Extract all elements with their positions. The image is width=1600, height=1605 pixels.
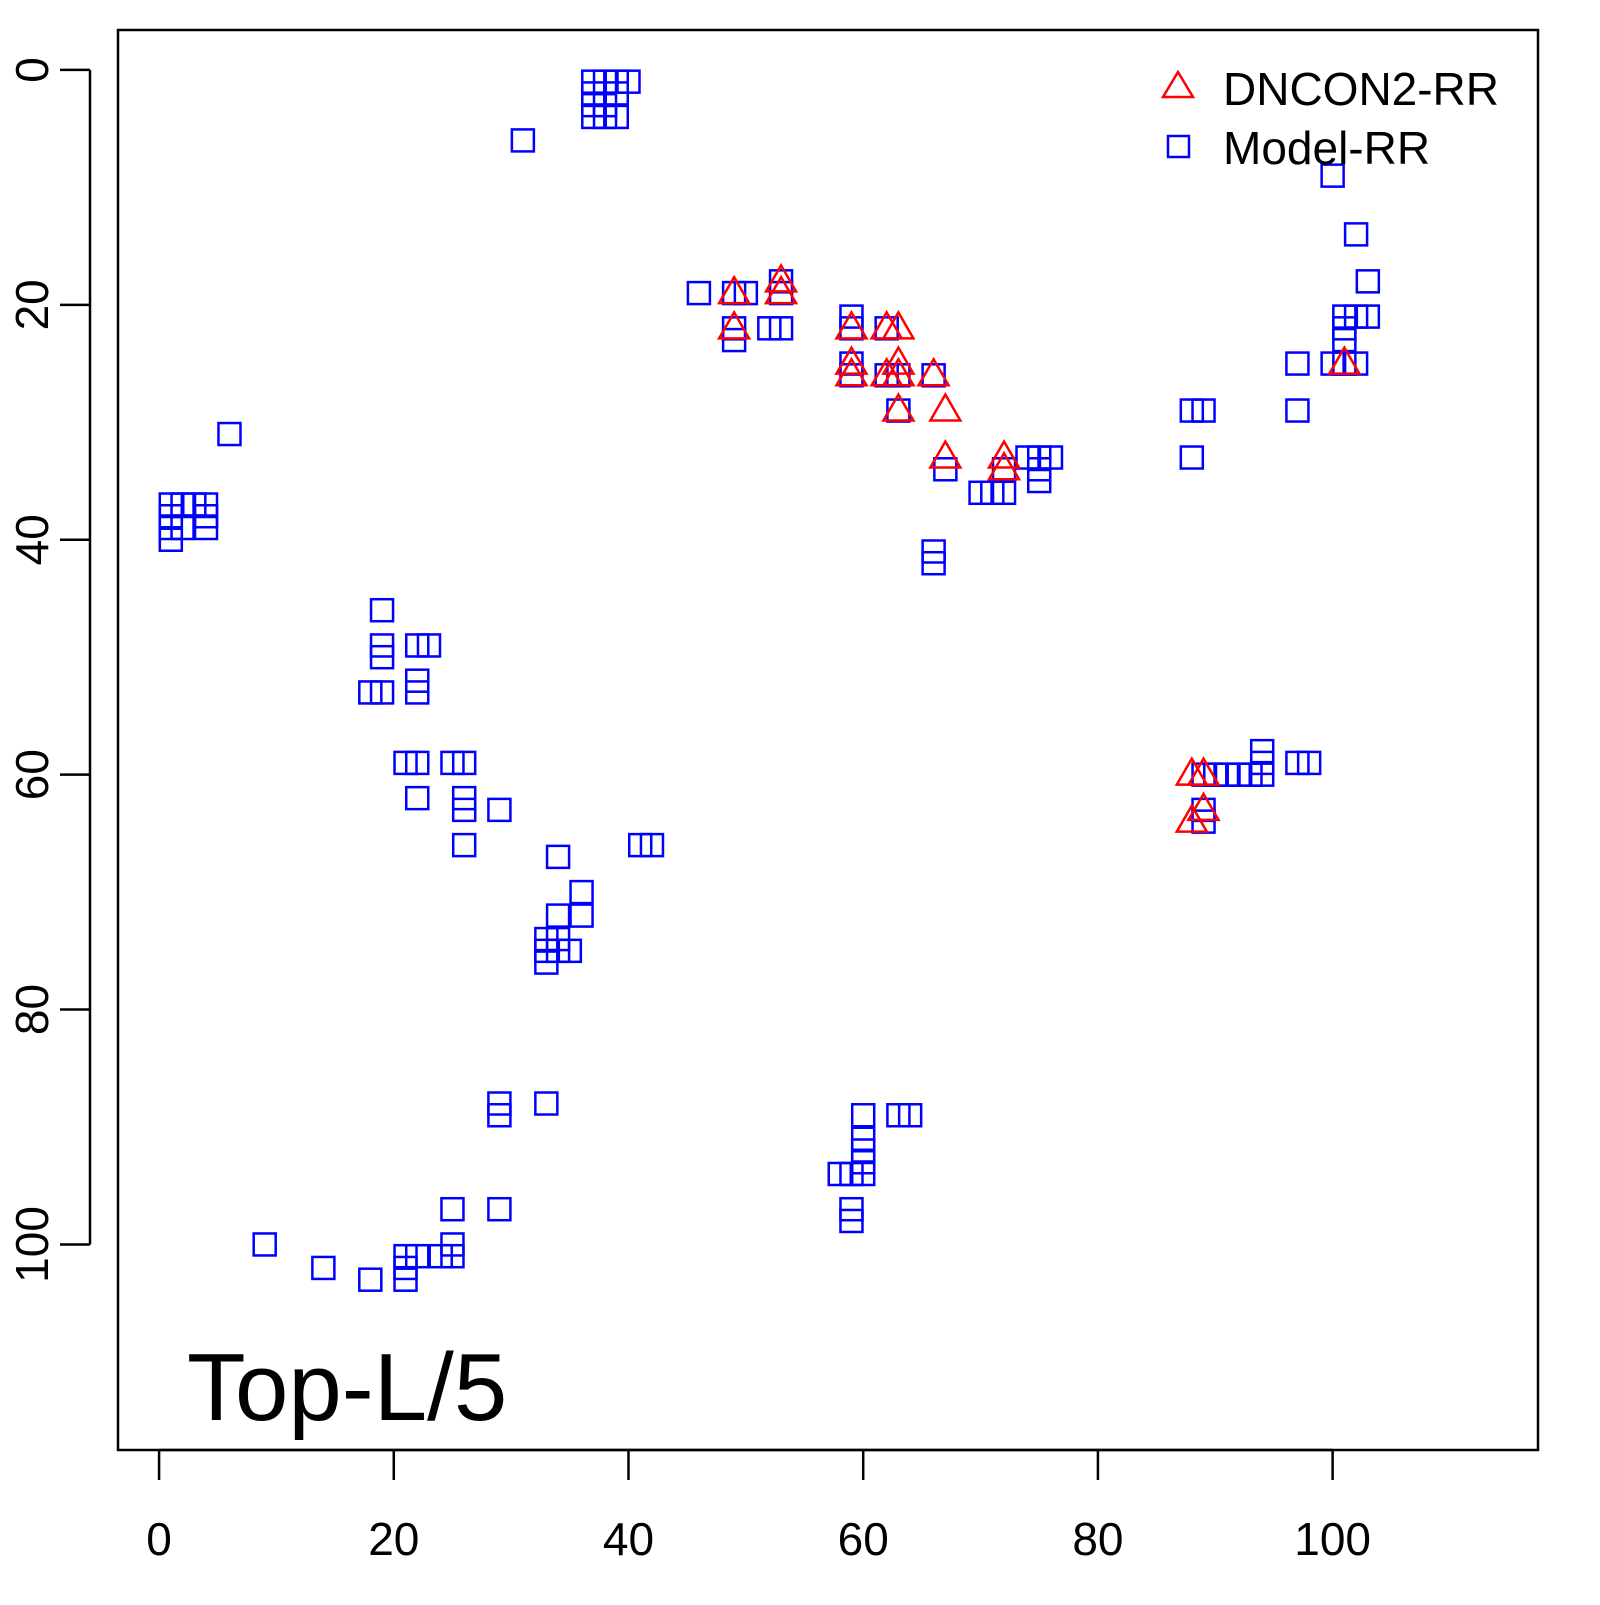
data-points <box>158 69 1381 1292</box>
model-rr-point <box>991 480 1017 506</box>
model-rr-point <box>839 1208 864 1234</box>
y-tick-label: 40 <box>6 514 58 565</box>
model-rr-point <box>1191 398 1216 423</box>
model-rr-point <box>768 316 794 341</box>
model-rr-point <box>1343 222 1369 247</box>
model-rr-point <box>405 680 430 705</box>
y-tick-label: 60 <box>6 749 58 800</box>
model-rr-point <box>1332 327 1357 353</box>
model-rr-point <box>405 785 430 811</box>
model-rr-point <box>393 1267 418 1292</box>
y-tick-label: 0 <box>6 57 58 83</box>
model-rr-point <box>487 1196 512 1222</box>
dncon2-rr-point <box>1174 803 1209 833</box>
dncon2-rr-point <box>1327 345 1362 375</box>
model-rr-point <box>217 421 242 447</box>
model-rr-point <box>451 797 477 823</box>
y-tick-label: 20 <box>6 279 58 330</box>
model-rr-point <box>933 457 958 482</box>
y-tick-label: 80 <box>6 984 58 1035</box>
model-rr-point <box>451 832 477 858</box>
model-rr-point <box>1296 750 1322 776</box>
model-rr-point <box>193 515 219 541</box>
dncon2-rr-point <box>834 345 869 375</box>
dncon2-rr-point <box>986 439 1022 469</box>
model-rr-point <box>534 1091 559 1116</box>
model-rr-point <box>991 457 1017 482</box>
model-rr-point <box>416 633 442 658</box>
x-tick-label: 40 <box>603 1513 654 1565</box>
dncon2-rr-point <box>928 392 963 422</box>
model-rr-point <box>557 938 583 964</box>
plot-frame <box>116 28 1540 1452</box>
model-rr-point <box>252 1232 277 1257</box>
x-tick-label: 20 <box>368 1513 419 1565</box>
dncon2-rr-point <box>834 309 869 340</box>
legend-triangle-icon <box>1160 69 1196 99</box>
model-rr-point <box>1026 468 1052 494</box>
model-rr-point <box>487 797 512 823</box>
model-rr-point <box>921 550 946 576</box>
model-rr-point <box>921 363 946 388</box>
model-rr-point <box>405 750 430 776</box>
model-rr-point <box>158 527 184 552</box>
model-rr-point <box>1249 762 1275 787</box>
dncon2-rr-point <box>986 450 1022 481</box>
dncon2-rr-point <box>1186 756 1221 786</box>
model-rr-point <box>358 1267 383 1292</box>
legend-label-model: Model-RR <box>1223 122 1430 174</box>
x-tick-label: 100 <box>1294 1513 1371 1565</box>
model-rr-point <box>886 398 911 423</box>
model-rr-point <box>1355 304 1381 329</box>
model-rr-point <box>534 950 559 975</box>
dncon2-rr-point <box>881 309 916 340</box>
model-rr-point <box>850 1149 876 1175</box>
model-rr-point <box>369 597 395 623</box>
model-rr-point <box>545 844 571 870</box>
model-rr-point <box>510 128 536 153</box>
dncon2-rr-point <box>1186 791 1221 822</box>
x-tick-label: 0 <box>146 1513 172 1565</box>
model-rr-point <box>369 680 395 705</box>
model-rr-point <box>440 1196 465 1222</box>
dncon2-rr-point <box>881 356 916 387</box>
legend-square-icon <box>1166 134 1191 159</box>
dncon2-rr-point <box>716 309 752 340</box>
model-rr-point <box>686 280 712 306</box>
model-rr-point <box>369 644 395 670</box>
axes: 0 20 40 60 80 100 0 20 40 60 80 100 <box>6 57 1371 1565</box>
model-rr-point <box>451 750 477 776</box>
model-rr-point <box>1285 398 1310 423</box>
legend: DNCON2-RR Model-RR <box>1160 63 1499 174</box>
dncon2-rr-point <box>881 392 916 422</box>
dncon2-rr-point <box>763 274 799 305</box>
x-tick-label: 80 <box>1072 1513 1123 1565</box>
dncon2-rr-point <box>928 439 963 469</box>
model-rr-point <box>487 1103 512 1128</box>
model-rr-point <box>604 104 630 130</box>
dncon2-rr-point <box>881 345 916 375</box>
dncon2-rr-point <box>916 356 951 387</box>
legend-label-dncon2: DNCON2-RR <box>1223 63 1499 115</box>
model-rr-point <box>311 1255 336 1281</box>
model-rr-point <box>1320 163 1345 188</box>
model-rr-point <box>721 327 747 353</box>
model-rr-point <box>1285 351 1310 376</box>
model-rr-point <box>639 832 665 858</box>
model-rr-point <box>440 1243 465 1269</box>
dncon2-rr-point <box>716 274 752 305</box>
model-rr-point <box>1179 445 1205 470</box>
model-rr-point <box>897 1103 923 1128</box>
model-rr-point <box>1355 269 1381 294</box>
model-rr-point <box>850 1103 876 1128</box>
dncon2-rr-point <box>763 262 799 293</box>
dncon2-rr-point <box>834 356 869 387</box>
y-tick-label: 100 <box>6 1206 58 1283</box>
model-rr-point <box>545 903 571 928</box>
x-tick-label: 60 <box>838 1513 889 1565</box>
chart-annotation: Top-L/5 <box>187 1334 507 1441</box>
model-rr-point <box>569 879 594 905</box>
model-rr-point <box>569 903 594 928</box>
